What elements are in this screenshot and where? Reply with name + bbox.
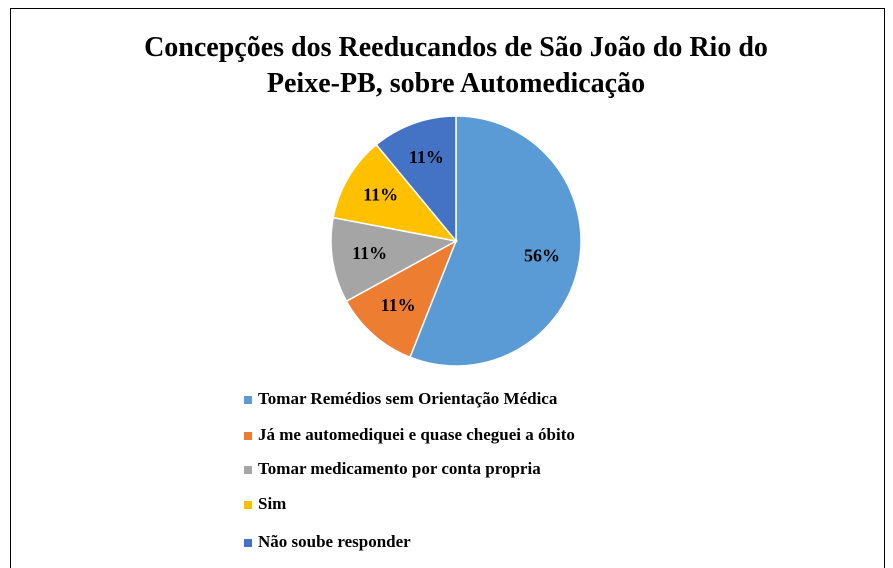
data-label: 11% [352, 243, 387, 263]
legend-label: Sim [258, 494, 286, 513]
legend-label: Tomar Remédios sem Orientação Médica [258, 389, 558, 408]
legend-swatch [244, 396, 252, 404]
legend-swatch [244, 466, 252, 474]
pie-slice [409, 115, 582, 367]
legend-swatch [244, 432, 252, 440]
pie-slice [330, 216, 459, 303]
chart-frame [10, 8, 885, 568]
legend-swatch [244, 539, 252, 547]
pie-slice [375, 115, 457, 244]
legend-label: Não soube responder [258, 532, 411, 551]
data-label: 56% [524, 246, 560, 266]
pie-slice [332, 143, 458, 243]
data-label: 11% [409, 147, 444, 167]
legend-swatch [244, 501, 252, 509]
legend-label: Tomar medicamento por conta propria [258, 459, 541, 478]
pie-slice [345, 239, 458, 359]
legend-label: Já me automediquei e quase cheguei a óbi… [258, 425, 575, 444]
data-label: 11% [381, 295, 416, 315]
data-label: 11% [363, 185, 398, 205]
chart-title: Concepções dos Reeducandos de São João d… [144, 32, 768, 99]
